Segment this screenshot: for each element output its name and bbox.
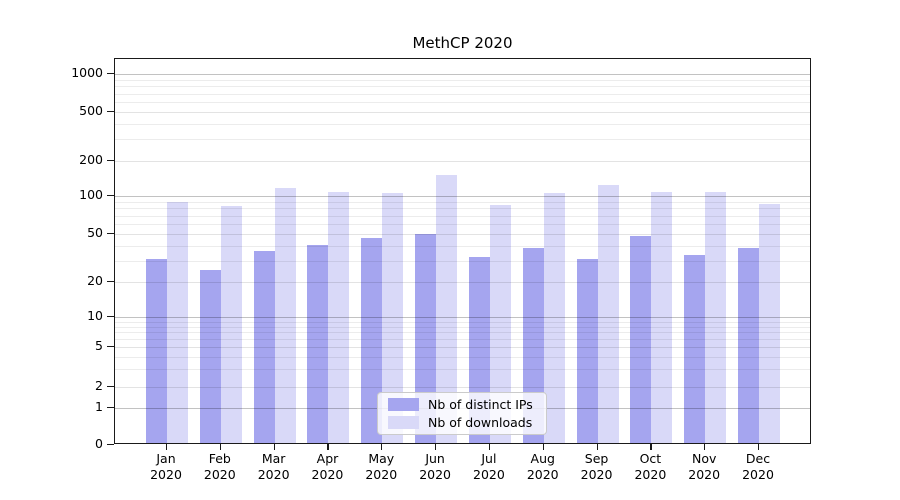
bar-downloads-aug xyxy=(543,192,565,443)
y-tick-mark xyxy=(107,407,114,409)
legend-swatch-distinct-ips-icon xyxy=(388,398,419,411)
x-month-label-jun: Jun 2020 xyxy=(419,451,451,482)
x-tick-mark xyxy=(704,444,706,450)
x-month-label-may: May 2020 xyxy=(365,451,398,482)
x-tick-mark xyxy=(273,444,275,450)
y-tick-label: 20 xyxy=(87,273,103,288)
bar-distinct-ips-jan xyxy=(146,258,167,443)
x-tick-mark xyxy=(542,444,544,450)
legend-label-distinct-ips: Nb of distinct IPs xyxy=(428,397,533,412)
y-tick-label: 5 xyxy=(95,338,103,353)
x-tick-mark xyxy=(327,444,329,450)
x-month-label-jan: Jan 2020 xyxy=(150,451,182,482)
bar-downloads-apr xyxy=(328,191,350,443)
x-month-label-dec: Dec 2020 xyxy=(742,451,774,482)
y-tick-mark xyxy=(107,281,114,283)
y-tick-mark xyxy=(107,444,114,446)
y-tick-label: 10 xyxy=(87,308,103,323)
y-tick-mark xyxy=(107,160,114,162)
x-month-label-feb: Feb 2020 xyxy=(203,451,236,482)
bar-downloads-dec xyxy=(759,203,781,443)
x-month-label-oct: Oct 2020 xyxy=(634,451,667,482)
x-month-label-apr: Apr 2020 xyxy=(311,451,344,482)
x-tick-mark xyxy=(758,444,760,450)
bar-downloads-may xyxy=(382,192,404,443)
legend-swatch-downloads-icon xyxy=(388,416,419,429)
legend-label-downloads: Nb of downloads xyxy=(428,415,533,430)
bar-downloads-nov xyxy=(705,191,727,443)
bar-distinct-ips-sep xyxy=(576,258,598,443)
bar-distinct-ips-jun xyxy=(415,234,437,443)
bar-distinct-ips-dec xyxy=(738,247,760,443)
bar-distinct-ips-oct xyxy=(630,236,652,443)
bar-distinct-ips-apr xyxy=(307,245,329,443)
y-tick-label: 50 xyxy=(87,225,103,240)
x-month-label-aug: Aug 2020 xyxy=(526,451,559,482)
bar-distinct-ips-feb xyxy=(199,270,221,443)
x-tick-mark xyxy=(596,444,598,450)
plot-area xyxy=(114,58,811,444)
y-tick-label: 2 xyxy=(95,378,103,393)
x-tick-mark xyxy=(488,444,491,450)
chart-title: MethCP 2020 xyxy=(412,34,513,52)
x-month-label-nov: Nov 2020 xyxy=(688,451,721,482)
x-tick-mark xyxy=(650,444,652,450)
bar-downloads-jul xyxy=(489,204,511,443)
bar-downloads-mar xyxy=(274,187,296,443)
bar-distinct-ips-nov xyxy=(684,255,706,443)
bar-distinct-ips-may xyxy=(361,237,383,443)
y-tick-label: 1000 xyxy=(71,65,103,80)
y-tick-label: 500 xyxy=(79,103,103,118)
x-tick-mark xyxy=(219,444,221,450)
y-tick-mark xyxy=(107,233,114,235)
y-tick-mark xyxy=(107,346,114,348)
legend-item-distinct-ips: Nb of distinct IPs xyxy=(388,397,546,412)
bar-downloads-jan xyxy=(167,201,188,443)
legend: Nb of distinct IPs Nb of downloads xyxy=(377,392,547,435)
x-month-label-sep: Sep 2020 xyxy=(580,451,613,482)
y-tick-mark xyxy=(107,195,114,197)
y-tick-mark xyxy=(107,316,114,318)
y-tick-label: 1 xyxy=(95,399,103,414)
x-month-label-mar: Mar 2020 xyxy=(257,451,290,482)
y-tick-label: 0 xyxy=(95,436,103,451)
x-tick-mark xyxy=(166,444,168,450)
y-tick-label: 200 xyxy=(79,152,103,167)
bars-layer xyxy=(115,59,810,443)
y-tick-mark xyxy=(107,111,114,113)
y-tick-mark xyxy=(107,386,114,388)
y-tick-label: 100 xyxy=(79,187,103,202)
bar-downloads-feb xyxy=(220,205,242,443)
x-month-label-jul: Jul 2020 xyxy=(473,451,505,482)
x-tick-mark xyxy=(381,444,383,450)
bar-downloads-sep xyxy=(597,185,619,443)
legend-item-downloads: Nb of downloads xyxy=(388,415,546,430)
bar-downloads-jun xyxy=(436,175,458,443)
y-tick-mark xyxy=(107,73,114,75)
bar-distinct-ips-mar xyxy=(253,250,275,443)
bar-downloads-oct xyxy=(651,191,673,443)
x-tick-mark xyxy=(435,444,437,450)
